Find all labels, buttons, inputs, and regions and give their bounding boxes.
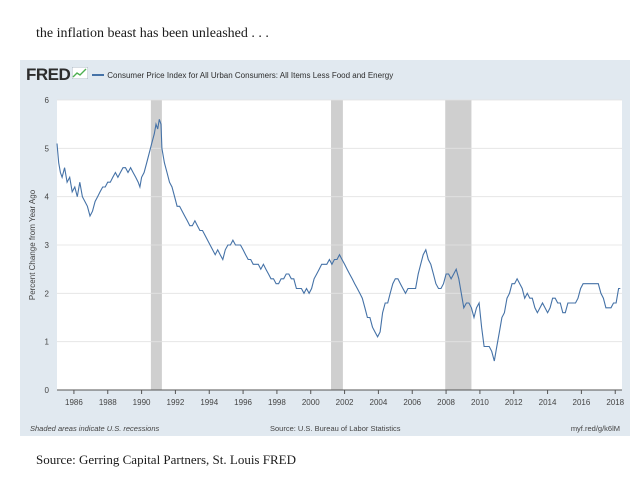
cpi-line-chart: 0 1 2 3 4 5 6 1986 1988 1990 1992 1994 1996 1998 2000… [28,96,625,407]
y-tick-label: 2 [45,289,50,298]
legend-swatch [92,74,105,76]
x-tick-label: 2014 [539,398,557,407]
x-tick-label: 1986 [65,398,83,407]
fred-chart-icon [71,66,89,84]
y-tick-label: 1 [45,338,50,347]
x-tick-label: 2002 [336,398,354,407]
x-tick-label: 2016 [573,398,591,407]
x-tick-label: 2010 [471,398,489,407]
x-tick-label: 2012 [505,398,523,407]
y-tick-label: 3 [45,241,50,250]
x-tick-label: 2004 [370,398,388,407]
recession-note: Shaded areas indicate U.S. recessions [30,424,160,433]
y-tick-label: 4 [45,193,50,202]
source-credit: Source: Gerring Capital Partners, St. Lo… [36,452,296,467]
x-tick-label: 1988 [99,398,117,407]
data-source-note: Source: U.S. Bureau of Labor Statistics [270,424,401,433]
x-tick-label: 2000 [302,398,320,407]
x-tick-label: 2018 [606,398,624,407]
gridlines [57,99,622,391]
chart-header: FRED Consumer Price Index for All Urban … [26,65,394,84]
x-tick-label: 2006 [403,398,421,407]
y-tick-label: 6 [45,96,50,105]
y-tick-label: 0 [45,386,50,395]
x-tick-label: 1990 [133,398,151,407]
fred-chart-panel: FRED Consumer Price Index for All Urban … [20,60,630,436]
x-tick-label: 1998 [268,398,286,407]
x-tick-label: 1996 [234,398,252,407]
series-line [56,119,621,362]
y-tick-label: 5 [45,144,50,153]
x-tick-labels: 1986 1988 1990 1992 1994 1996 1998 2000 2002 2004… [65,390,625,407]
legend-series-title: Consumer Price Index for All Urban Consu… [107,70,394,80]
fred-logo: FRED [26,65,71,84]
x-tick-label: 1994 [200,398,218,407]
short-link[interactable]: myf.red/g/k6lM [570,424,620,433]
x-tick-label: 2008 [437,398,455,407]
intro-text: the inflation beast has been unleashed .… [36,26,269,41]
y-tick-labels: 0 1 2 3 4 5 6 [45,96,50,395]
x-tick-label: 1992 [167,398,185,407]
y-axis-title: Percent Change from Year Ago [28,189,37,300]
